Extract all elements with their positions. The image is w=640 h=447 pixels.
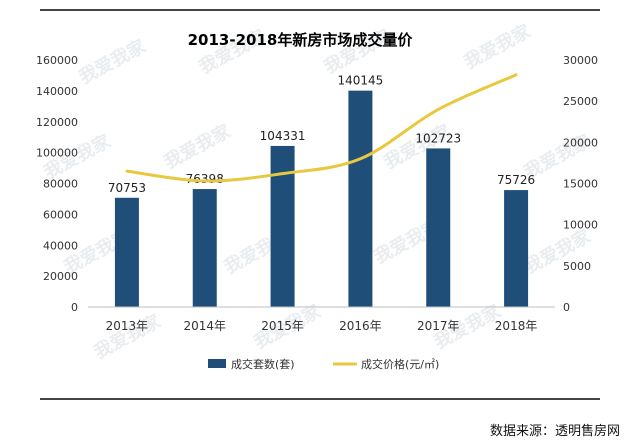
watermark-text: 我爱我家 [90,310,165,364]
watermark-text: 我爱我家 [75,35,150,89]
chart-title: 2013-2018年新房市场成交量价 [188,31,414,49]
bar-data-label: 140145 [338,74,384,88]
left-tick-label: 80000 [43,178,78,191]
bar [192,189,217,307]
right-tick-label: 30000 [563,54,598,67]
bar-data-label: 104331 [260,129,306,143]
right-tick-label: 5000 [563,260,591,273]
bar [348,90,373,307]
line-series [125,73,518,183]
bar [114,197,139,307]
right-tick-label: 10000 [563,219,598,232]
bar [270,145,295,307]
watermark-text: 我爱我家 [460,20,535,74]
legend-label: 成交价格(元/㎡) [361,357,439,371]
right-tick-label: 0 [563,301,570,314]
right-tick-label: 25000 [563,95,598,108]
right-tick-label: 15000 [563,178,598,191]
bar [426,148,451,307]
x-tick-label: 2017年 [417,319,460,333]
x-tick-label: 2014年 [183,319,226,333]
source-note: 数据来源：透明售房网 [489,424,620,439]
bar [504,190,529,307]
left-tick-label: 60000 [43,208,78,221]
legend-swatch-bar [208,359,226,368]
bar-data-labels: 70753 76398 104331 140145 102723 75726 [108,74,535,195]
x-tick-label: 2016年 [339,319,382,333]
left-tick-label: 140000 [36,85,78,98]
left-tick-label: 20000 [43,270,78,283]
bottom-divider [40,398,600,400]
bar-series [114,90,529,307]
x-tick-label: 2013年 [106,319,149,333]
watermark-text: 我爱我家 [160,120,235,174]
right-tick-label: 20000 [563,136,598,149]
price-line [125,73,518,183]
right-axis: 0 5000 10000 15000 20000 25000 30000 [563,54,598,314]
top-divider [40,9,600,11]
left-tick-label: 100000 [36,147,78,160]
x-axis: 2013年 2014年 2015年 2016年 2017年 2018年 [88,306,555,333]
left-tick-label: 120000 [36,116,78,129]
bar-data-label: 75726 [497,173,535,187]
bar-data-label: 102723 [415,131,461,145]
left-tick-label: 0 [71,301,78,314]
x-tick-label: 2015年 [261,319,304,333]
legend-label: 成交套数(套) [231,357,295,371]
bar-data-label: 70753 [108,181,146,195]
left-tick-label: 160000 [36,54,78,67]
left-tick-label: 40000 [43,239,78,252]
left-axis: 0 20000 40000 60000 80000 100000 120000 140000 1… [36,54,78,314]
bar-data-label: 76398 [186,172,224,186]
legend: 成交套数(套) 成交价格(元/㎡) [208,357,439,371]
x-tick-label: 2018年 [495,319,538,333]
